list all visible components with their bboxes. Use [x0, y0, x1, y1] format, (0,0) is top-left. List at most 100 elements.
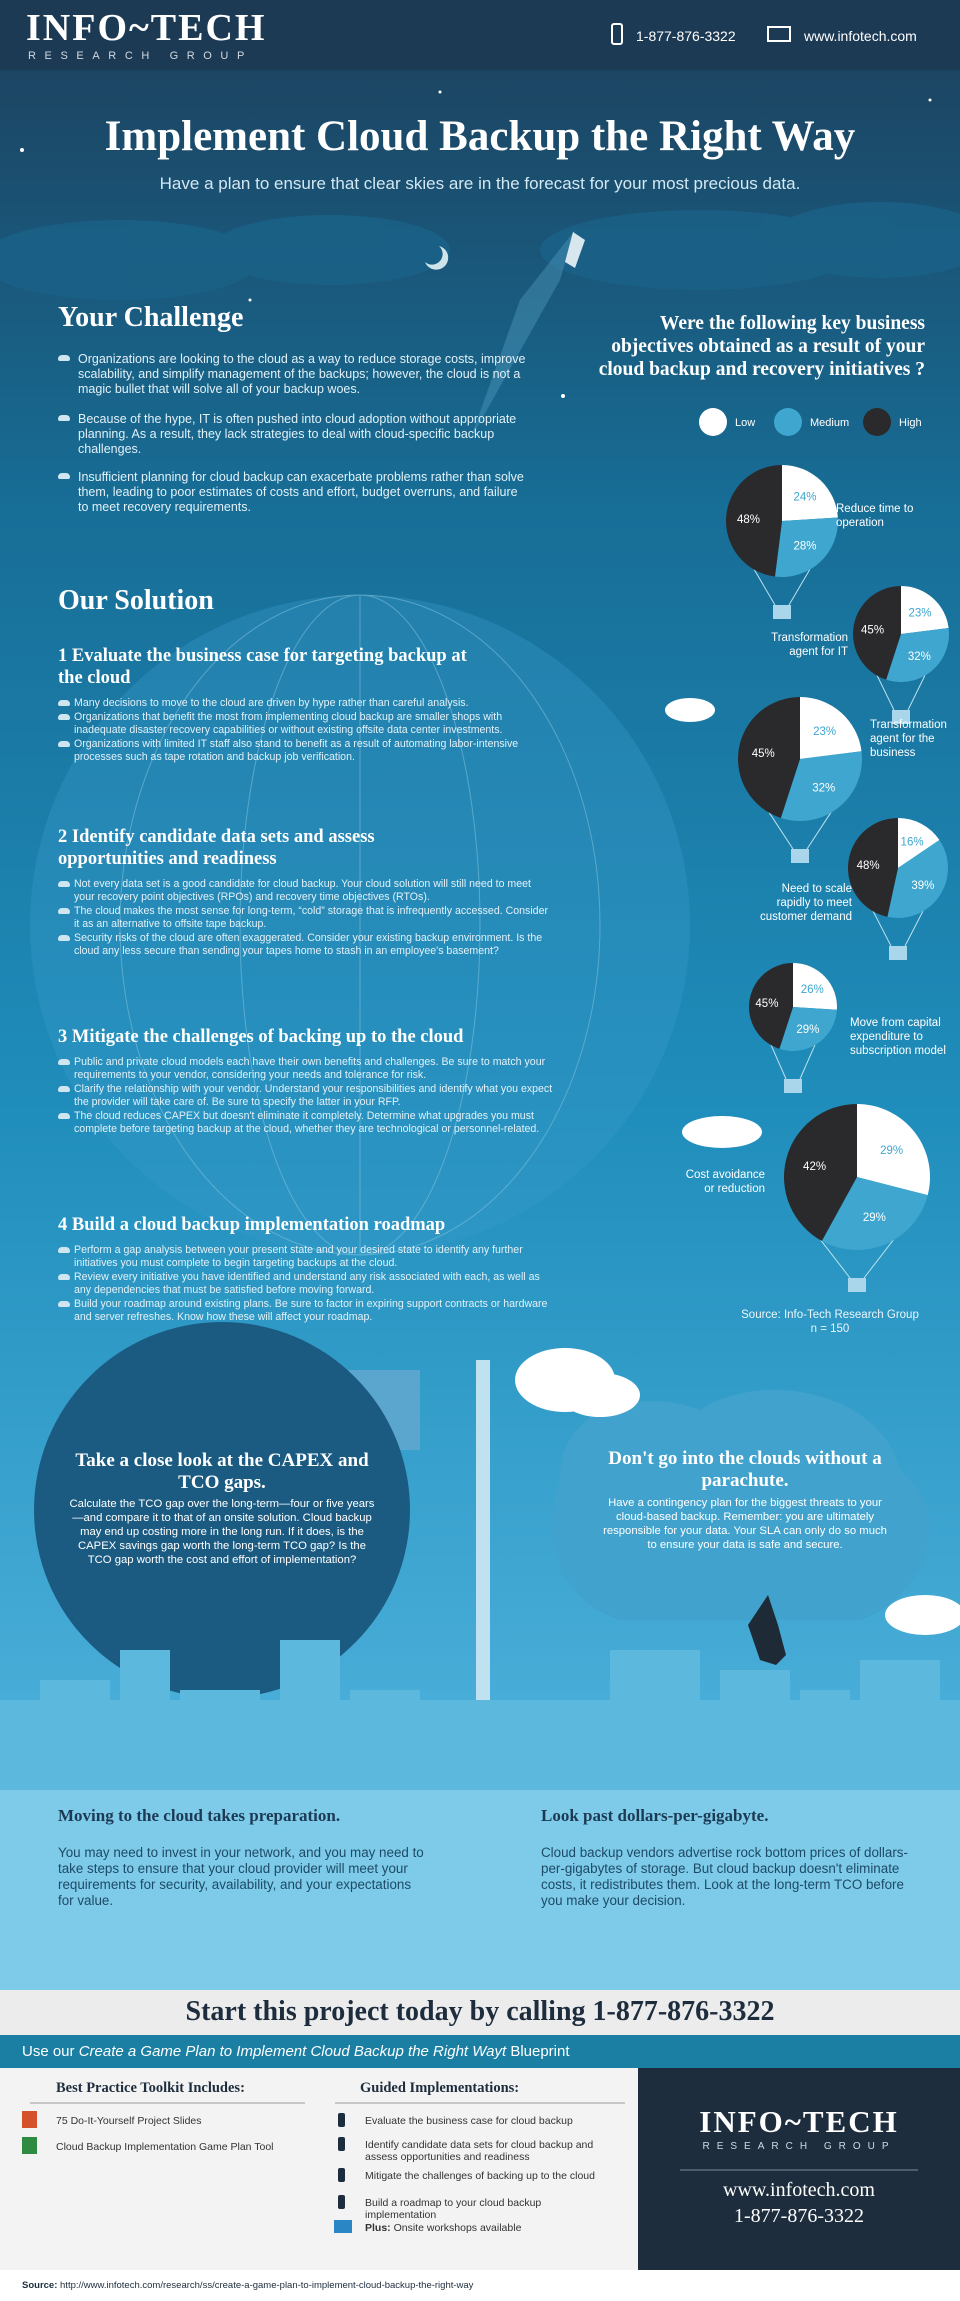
pie-label: Transformation: [870, 719, 947, 731]
footer-label: Source:: [22, 2280, 58, 2291]
monitor-icon: [767, 26, 791, 42]
pie-label: agent for the: [870, 733, 935, 745]
challenge-paragraph: Because of the hype, IT is often pushed …: [58, 412, 528, 457]
step-bullets: Perform a gap analysis between your pres…: [58, 1244, 553, 1325]
pie-value-label: 45%: [752, 748, 775, 760]
tip-heading: Look past dollars-per-gigabyte.: [541, 1806, 769, 1825]
pie-value-label: 42%: [803, 1161, 826, 1173]
tip-body: Cloud backup vendors advertise rock bott…: [541, 1845, 908, 1908]
workshop-icon: [334, 2220, 352, 2233]
pie-string: [820, 1239, 851, 1279]
phone-icon: [338, 2195, 345, 2209]
tips-band: [0, 1790, 960, 1990]
phone[interactable]: 1-877-876-3322: [636, 28, 736, 44]
pie-value-label: 23%: [909, 607, 932, 619]
contact-logo: INFO~TECH: [699, 2104, 899, 2139]
ppt-icon: [22, 2111, 37, 2128]
pie-slice: [886, 627, 950, 682]
pie-slice: [857, 1104, 930, 1196]
toolkit-heading: Best Practice Toolkit Includes:: [56, 2080, 245, 2096]
step-title: 4 Build a cloud backup implementation ro…: [58, 1215, 446, 1235]
website[interactable]: www.infotech.com: [804, 28, 917, 44]
legend-label: High: [899, 417, 922, 429]
callout-title: Don't go into the clouds without a parac…: [608, 1448, 882, 1491]
pie-value-label: 39%: [911, 880, 934, 892]
legend-swatch: [699, 408, 727, 436]
phone-icon: [338, 2113, 345, 2127]
pie-string: [768, 812, 794, 850]
step-bullets: Many decisions to move to the cloud are …: [58, 697, 553, 765]
plus-text: Onsite workshops available: [393, 2222, 522, 2234]
pie-label: Need to scale: [782, 883, 852, 895]
pie-slice: [784, 1104, 857, 1241]
bullet: Build your roadmap around existing plans…: [58, 1298, 553, 1324]
callout-cloud: [552, 1390, 930, 1620]
contact-phone[interactable]: 1-877-876-3322: [734, 2205, 864, 2227]
balloon-ribs: [119, 594, 601, 1256]
pie-label: Transformation: [771, 632, 848, 644]
pie-value-label: 32%: [812, 783, 835, 795]
bullet: Organizations that benefit the most from…: [58, 711, 553, 737]
toolkit-item: Cloud Backup Implementation Game Plan To…: [56, 2141, 274, 2153]
pie-slice: [821, 1177, 928, 1250]
cta-band: [0, 1990, 960, 2035]
pie-string: [788, 568, 811, 606]
pie-slice: [782, 465, 838, 521]
pie-basket: [773, 605, 791, 619]
bullet: The cloud makes the most sense for long-…: [58, 905, 553, 931]
subtitle: Have a plan to ensure that clear skies a…: [159, 174, 801, 193]
pie-slice: [779, 1007, 837, 1051]
pie-value-label: 45%: [861, 624, 884, 636]
pie-string: [806, 812, 832, 850]
legend-label: Low: [735, 417, 755, 429]
clouds: [0, 202, 960, 300]
title: Implement Cloud Backup the Right Way: [104, 113, 856, 160]
pie-string: [863, 1239, 894, 1279]
pie-basket: [889, 946, 907, 960]
pie-label: subscription model: [850, 1045, 946, 1057]
pie-label: business: [870, 747, 916, 759]
toolkit-item: 75 Do-It-Yourself Project Slides: [56, 2115, 202, 2127]
pie-basket: [791, 849, 809, 863]
pie-slice: [800, 697, 862, 759]
bullet: Perform a gap analysis between your pres…: [58, 1244, 553, 1270]
section-heading: Your Challenge: [58, 302, 244, 333]
contact-website[interactable]: www.infotech.com: [723, 2179, 875, 2201]
phone-icon: [338, 2168, 345, 2182]
challenge-paragraph: Organizations are looking to the cloud a…: [58, 352, 528, 397]
pie-string: [907, 675, 926, 711]
pie-value-label: 48%: [737, 514, 760, 526]
stars: [20, 90, 932, 398]
pie-basket: [892, 710, 910, 724]
guided-heading: Guided Implementations:: [360, 2080, 520, 2096]
step-bullets: Public and private cloud models each hav…: [58, 1056, 553, 1137]
pie-value-label: 32%: [908, 651, 931, 663]
legend-swatch: [774, 408, 802, 436]
pie-value-label: 29%: [880, 1145, 903, 1157]
legend-swatch: [863, 408, 891, 436]
pie-value-label: 28%: [793, 540, 816, 552]
bullet: Not every data set is a good candidate f…: [58, 878, 553, 904]
pie-string: [872, 910, 892, 947]
logo-sub: RESEARCH GROUP: [28, 50, 253, 62]
bullet: Public and private cloud models each hav…: [58, 1056, 553, 1082]
pie-value-label: 26%: [801, 984, 824, 996]
pie-slice: [793, 963, 837, 1010]
callout-circle: [34, 1322, 410, 1698]
rocket: [565, 232, 585, 268]
blueprint-title[interactable]: Create a Game Plan to Implement Cloud Ba…: [78, 2043, 507, 2060]
skyline: [0, 1640, 960, 1790]
guided-item: Mitigate the challenges of backing up to…: [365, 2170, 595, 2182]
footer-url[interactable]: http://www.infotech.com/research/ss/crea…: [60, 2280, 474, 2291]
pie-string: [904, 910, 924, 947]
footer: Source: http://www.infotech.com/research…: [22, 2280, 473, 2291]
pie-slice: [887, 839, 948, 918]
pie-slice: [749, 963, 793, 1049]
pie-value-label: 45%: [755, 998, 778, 1010]
blueprint-prefix: Use our: [22, 2043, 75, 2060]
step-bullets: Not every data set is a good candidate f…: [58, 878, 553, 959]
parachutist: [748, 1595, 786, 1665]
contact-panel: [638, 2068, 960, 2270]
contact-logo-sub: RESEARCH GROUP: [702, 2141, 896, 2152]
